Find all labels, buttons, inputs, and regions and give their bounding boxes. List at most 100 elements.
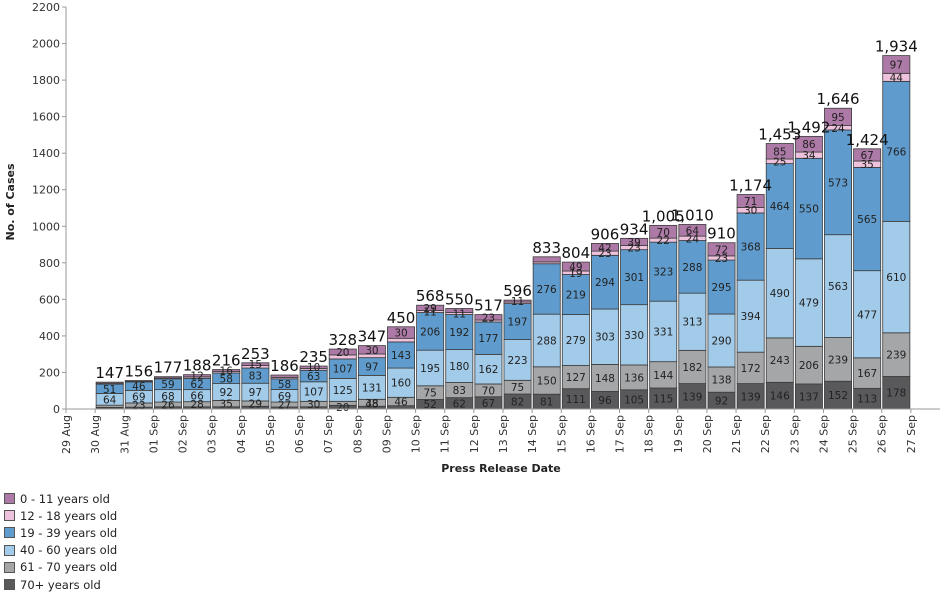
segment-label: 23 — [627, 243, 640, 255]
segment-label: 167 — [857, 368, 877, 380]
bar-segment — [794, 383, 823, 410]
total-label: 804 — [562, 244, 591, 262]
bar-segment — [882, 220, 911, 334]
bar-segment — [591, 254, 619, 310]
segment-label: 105 — [624, 394, 644, 406]
segment-label: 24 — [831, 123, 845, 135]
total-label: 186 — [270, 357, 299, 375]
segment-label: 38 — [365, 398, 378, 410]
total-label: 177 — [154, 359, 183, 377]
bar-segment — [765, 163, 794, 249]
total-label: 156 — [125, 362, 154, 380]
total-label: 1,174 — [729, 176, 772, 194]
legend-item: 40 - 60 years old — [4, 542, 117, 559]
segment-label: 28 — [190, 399, 203, 411]
bar-segment — [474, 314, 503, 321]
bar-segment — [649, 241, 678, 302]
segment-label: 295 — [711, 282, 731, 294]
y-tick-label: 800 — [39, 257, 60, 270]
bar-segment — [794, 157, 823, 260]
x-tick-label: 24 Sep — [817, 415, 830, 453]
x-tick-label: 02 Sep — [177, 415, 190, 453]
x-tick-label: 19 Sep — [672, 415, 685, 453]
total-label: 934 — [620, 220, 649, 238]
legend-item: 12 - 18 years old — [4, 507, 117, 524]
segment-label: 30 — [394, 328, 407, 340]
x-axis: 29 Aug 30 Aug 31 Aug 01 Sep 02 Sep 03 Sep 04 S… — [60, 408, 940, 454]
bar-segment — [183, 374, 212, 378]
segment-label: 64 — [686, 225, 700, 237]
bar-segment — [387, 367, 416, 398]
segment-label: 35 — [220, 399, 233, 411]
segment-label: 83 — [453, 385, 466, 397]
segment-label: 51 — [103, 384, 116, 396]
segment-label: 182 — [682, 362, 702, 374]
segment-label: 92 — [220, 387, 233, 399]
segment-label: 44 — [890, 72, 904, 84]
x-tick-label: 07 Sep — [322, 415, 335, 453]
total-label: 517 — [474, 297, 503, 315]
segment-label: 290 — [711, 335, 731, 347]
bar-segment — [824, 234, 853, 338]
total-label: 906 — [591, 225, 620, 243]
segment-label: 70 — [657, 227, 670, 239]
segment-label: 11 — [423, 307, 436, 319]
segment-label: 178 — [886, 388, 906, 400]
legend-label: 12 - 18 years old — [20, 508, 118, 523]
segment-label: 20 — [336, 347, 349, 359]
bar-segment — [824, 107, 853, 126]
x-tick-label: 18 Sep — [643, 415, 656, 453]
bar-segment — [328, 348, 357, 356]
y-tick-label: 600 — [39, 293, 60, 306]
segment-label: 58 — [278, 379, 291, 391]
bar-segment — [445, 314, 474, 351]
bars — [95, 55, 911, 410]
segment-label: 288 — [682, 262, 702, 274]
segment-label: 58 — [220, 373, 233, 385]
bar-segment — [503, 299, 532, 303]
segment-label: 490 — [770, 288, 790, 300]
segment-labels: 6451236946266859286662123592581629978315… — [103, 59, 907, 414]
bar-segment — [416, 304, 445, 311]
bar-segment — [532, 313, 561, 368]
segment-label: 146 — [770, 391, 790, 403]
total-label: 1,453 — [758, 125, 801, 143]
segment-label: 138 — [711, 375, 731, 387]
segment-label: 565 — [857, 214, 877, 226]
bar-segment — [561, 274, 590, 315]
bar-segment — [765, 247, 794, 339]
total-label: 1,934 — [875, 38, 918, 56]
segment-label: 75 — [423, 388, 436, 400]
segment-label: 573 — [828, 177, 848, 189]
segment-label: 219 — [566, 290, 586, 302]
x-tick-label: 27 Sep — [905, 415, 918, 453]
bar-segment — [707, 242, 736, 257]
y-tick-label: 0 — [53, 403, 60, 416]
bar-segment — [707, 259, 736, 315]
bar-segment — [736, 212, 765, 281]
segment-label: 82 — [511, 397, 524, 409]
segment-label: 139 — [682, 391, 702, 403]
segment-label: 35 — [860, 159, 873, 171]
bar-segment — [853, 148, 882, 162]
segment-label: 113 — [857, 394, 877, 406]
bar-segment — [591, 243, 619, 252]
bar-segment — [824, 129, 853, 236]
segment-label: 107 — [333, 364, 353, 376]
bar-segment — [794, 135, 823, 153]
segment-label: 97 — [249, 387, 262, 399]
segment-label: 12 — [190, 371, 203, 383]
bar-segment — [824, 337, 853, 382]
legend-label: 70+ years old — [20, 577, 101, 592]
bar-segment — [591, 308, 619, 365]
legend-swatch — [4, 544, 15, 556]
legend-swatch — [4, 510, 15, 522]
segment-label: 30 — [365, 345, 378, 357]
x-tick-label: 22 Sep — [759, 415, 772, 453]
segment-label: 52 — [423, 399, 436, 411]
x-tick-label: 09 Sep — [380, 415, 393, 453]
x-tick-label: 10 Sep — [410, 415, 423, 453]
segment-label: 16 — [220, 365, 234, 377]
x-tick-label: 15 Sep — [555, 415, 568, 453]
